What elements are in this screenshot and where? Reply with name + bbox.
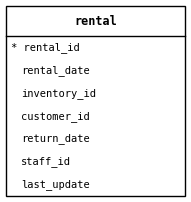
Text: last_update: last_update — [21, 179, 90, 190]
Text: return_date: return_date — [21, 134, 90, 144]
Text: * rental_id: * rental_id — [11, 42, 80, 53]
Text: inventory_id: inventory_id — [21, 88, 96, 99]
Text: rental_date: rental_date — [21, 65, 90, 76]
Text: staff_id: staff_id — [21, 156, 71, 167]
Text: customer_id: customer_id — [21, 111, 90, 122]
Text: rental: rental — [74, 15, 117, 28]
